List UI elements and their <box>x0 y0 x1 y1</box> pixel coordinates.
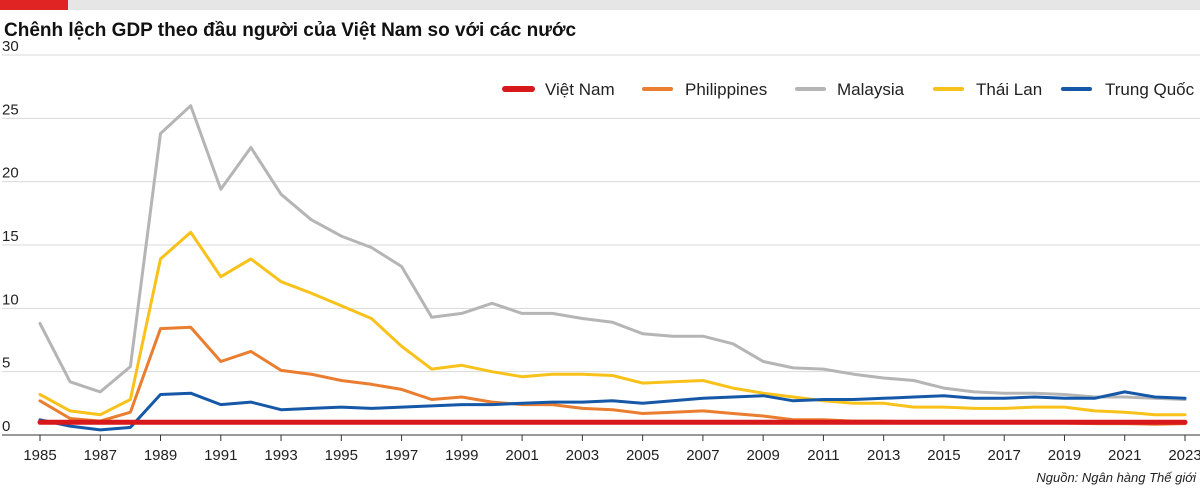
chart-source: Nguồn: Ngân hàng Thế giới <box>1036 470 1196 485</box>
x-tick-label: 2019 <box>1048 447 1081 464</box>
legend-label-viet-nam: Việt Nam <box>545 80 615 99</box>
x-tick-label: 2009 <box>746 447 779 464</box>
y-axis-ticks: 0 5 10 15 20 25 30 <box>2 38 19 435</box>
x-tick-label: 1995 <box>325 447 358 464</box>
y-tick-label: 15 <box>2 228 19 245</box>
x-tick-label: 2013 <box>867 447 900 464</box>
y-tick-label: 20 <box>2 165 19 182</box>
x-tick-label: 2011 <box>807 447 839 464</box>
x-tick-label: 2023 <box>1168 447 1200 464</box>
y-tick-label: 5 <box>2 355 10 372</box>
legend-label-philippines: Philippines <box>685 80 767 99</box>
x-tick-label: 1985 <box>23 447 56 464</box>
x-tick-label: 2017 <box>988 447 1021 464</box>
x-tick-label: 2007 <box>686 447 719 464</box>
x-tick-label: 2021 <box>1108 447 1141 464</box>
y-tick-label: 25 <box>2 101 19 118</box>
x-tick-label: 1993 <box>264 447 297 464</box>
x-tick-label: 1987 <box>84 447 117 464</box>
series-lines <box>37 104 1188 432</box>
y-tick-label: 30 <box>2 38 19 55</box>
x-tick-label: 1989 <box>144 447 177 464</box>
x-tick-label: 1997 <box>385 447 418 464</box>
series-line-thai-lan <box>38 230 1187 417</box>
y-tick-label: 10 <box>2 291 19 308</box>
series-line-malaysia <box>38 104 1187 401</box>
series-line-trung-quoc <box>38 390 1187 432</box>
x-tick-label: 2015 <box>927 447 960 464</box>
gridlines <box>2 54 1200 436</box>
legend: Việt Nam Philippines Malaysia Thái Lan Trung… <box>502 80 1195 99</box>
chart-title: Chênh lệch GDP theo đầu người của Việt N… <box>4 20 577 41</box>
x-axis-ticks: 1985 1987 1989 1991 1993 1995 1997 1999 2001 2003… <box>23 435 1200 464</box>
x-tick-label: 1991 <box>204 447 237 464</box>
x-tick-label: 1999 <box>445 447 478 464</box>
x-tick-label: 2001 <box>505 447 538 464</box>
legend-label-thai-lan: Thái Lan <box>976 80 1042 99</box>
top-bar-accent <box>0 0 68 10</box>
x-tick-label: 2005 <box>626 447 659 464</box>
top-bar <box>0 0 1200 10</box>
legend-label-trung-quoc: Trung Quốc <box>1105 80 1195 99</box>
legend-label-malaysia: Malaysia <box>837 80 905 99</box>
y-tick-label: 0 <box>2 418 10 435</box>
x-tick-label: 2003 <box>566 447 599 464</box>
